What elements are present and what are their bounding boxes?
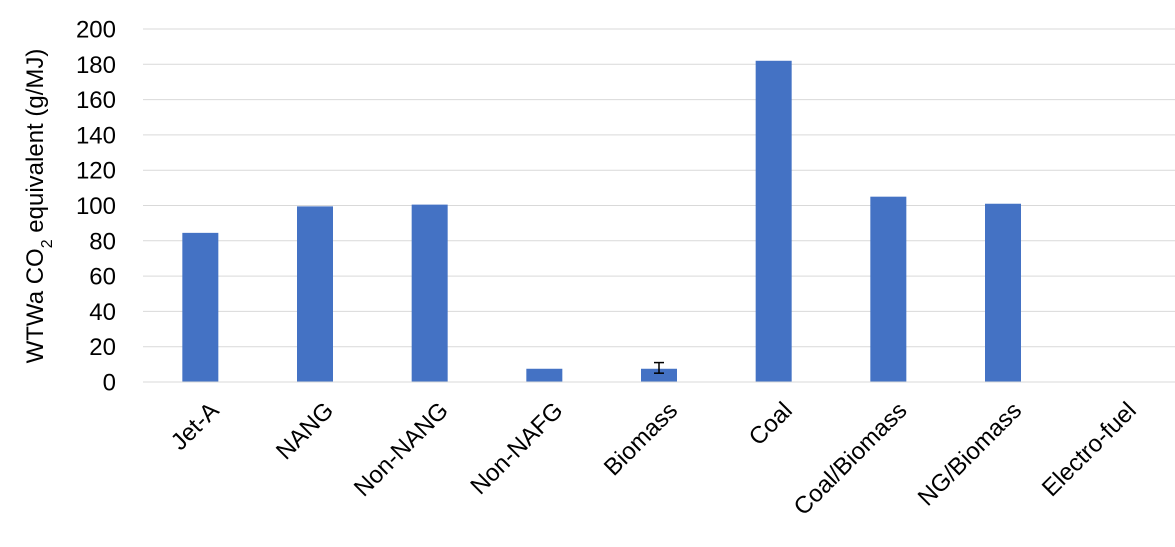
bar-coal bbox=[755, 60, 792, 383]
y-axis-label-subscript: 2 bbox=[39, 239, 56, 248]
x-axis-ticks: Jet-A NANG Non-NANG Non-NAFG Biomass CoalCoal… bbox=[166, 397, 1142, 521]
x-tick-label: Coal bbox=[744, 397, 798, 451]
x-tick-label: Coal/Biomass bbox=[789, 397, 913, 521]
error-bar bbox=[654, 361, 664, 374]
x-tick-label: Non-NANG bbox=[349, 397, 454, 502]
y-axis-label-prefix: WTWa CO bbox=[22, 248, 49, 363]
x-tick-label: NANG bbox=[271, 397, 339, 465]
x-tick-label: Biomass bbox=[599, 397, 683, 481]
y-tick-label: 80 bbox=[89, 228, 116, 255]
bar-non-nafg bbox=[526, 368, 563, 382]
y-tick-label: 160 bbox=[76, 87, 116, 114]
y-axis-label-suffix: equivalent (g/MJ) bbox=[22, 49, 49, 240]
bar-coal-biomass bbox=[870, 196, 907, 382]
y-tick-label: 20 bbox=[89, 334, 116, 361]
bar-ng-biomass bbox=[985, 203, 1021, 382]
x-tick-label: Non-NAFG bbox=[465, 397, 568, 500]
x-tick-label: Electro-fuel bbox=[1037, 397, 1142, 502]
error-bars bbox=[654, 361, 664, 374]
bar-nang bbox=[297, 206, 333, 382]
x-tick-label: Jet-A bbox=[166, 397, 225, 456]
y-tick-label: 0 bbox=[103, 370, 116, 397]
y-axis-label: WTWa CO2 equivalent (g/MJ) bbox=[22, 49, 56, 364]
bar-biomass bbox=[641, 368, 677, 382]
y-tick-label: 120 bbox=[76, 158, 116, 185]
y-tick-label: 60 bbox=[89, 264, 116, 291]
y-tick-label: 100 bbox=[76, 193, 116, 220]
y-tick-label: 140 bbox=[76, 122, 116, 149]
bar-jet-a bbox=[182, 232, 219, 382]
x-tick-label: NG/Biomass bbox=[913, 397, 1027, 511]
y-tick-label: 200 bbox=[76, 17, 116, 44]
y-tick-label: 180 bbox=[76, 52, 116, 79]
bars bbox=[182, 60, 1021, 383]
bar-non-nang bbox=[411, 204, 448, 382]
y-axis-ticks: 0 20 40 60 80 100 120 140 160 180 200 bbox=[76, 17, 116, 397]
y-tick-label: 40 bbox=[89, 299, 116, 326]
